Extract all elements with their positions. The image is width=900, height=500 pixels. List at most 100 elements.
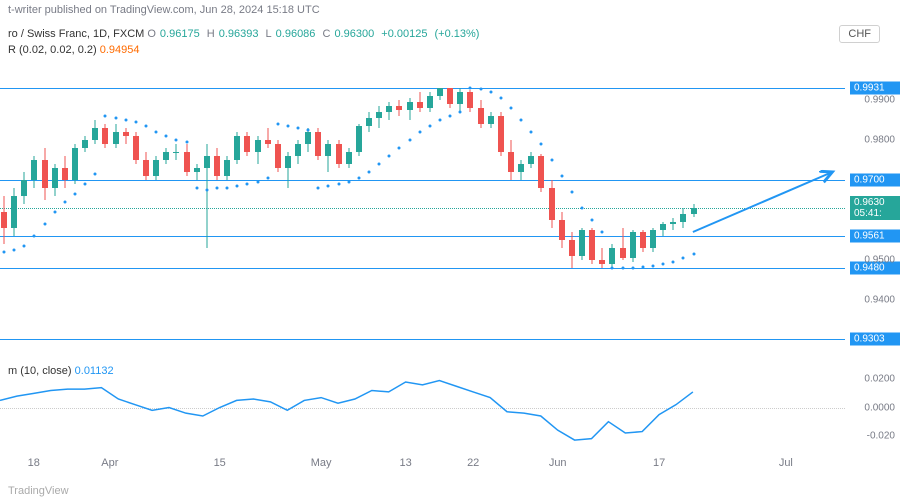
change-pct: (+0.13%) (435, 28, 480, 40)
sar-dot (510, 107, 513, 110)
sar-dot (357, 177, 360, 180)
horizontal-line (0, 236, 845, 237)
sar-dot (580, 207, 583, 210)
main-price-chart[interactable]: 0.99310.97000.95610.94800.93030.963005:4… (0, 60, 845, 360)
sar-dot (73, 193, 76, 196)
sar-dot (662, 263, 665, 266)
x-axis-label: 17 (653, 457, 665, 469)
sar-dot (266, 177, 269, 180)
publish-info: t-writer published on TradingView.com, J… (8, 4, 320, 16)
x-axis-label: 13 (399, 457, 411, 469)
x-axis-label: May (311, 457, 332, 469)
sar-dot (327, 185, 330, 188)
sar-dot (439, 119, 442, 122)
sar-dot (489, 91, 492, 94)
sar-dot (205, 189, 208, 192)
sar-dot (307, 129, 310, 132)
sar-dot (124, 119, 127, 122)
price-level-label: 0.9700 (850, 174, 900, 187)
sar-dot (479, 87, 482, 90)
sar-dot (378, 163, 381, 166)
sar-dot (530, 131, 533, 134)
sar-dot (418, 131, 421, 134)
high-value: 0.96393 (219, 28, 259, 40)
horizontal-line (0, 268, 845, 269)
price-level-label: 0.9303 (850, 332, 900, 345)
x-axis-label: Jun (549, 457, 567, 469)
sar-dot (175, 139, 178, 142)
time-axis: 18 Apr 15 May 13 22 Jun 17 Jul (0, 457, 845, 475)
sar-dot (297, 127, 300, 130)
momentum-label: m (10, close) (8, 365, 72, 377)
ticker-info: ro / Swiss Franc, 1D, FXCM O0.96175 H0.9… (8, 28, 483, 40)
sar-dot (256, 181, 259, 184)
sar-dot (185, 141, 188, 144)
horizontal-line (0, 339, 845, 340)
open-value: 0.96175 (160, 28, 200, 40)
sar-dot (459, 111, 462, 114)
y-axis-label: 0.9500 (864, 255, 895, 266)
sar-dot (682, 257, 685, 260)
sar-dot (286, 125, 289, 128)
sar-dot (33, 235, 36, 238)
chart-container: t-writer published on TradingView.com, J… (0, 0, 900, 500)
x-axis-label: Apr (101, 457, 118, 469)
x-axis-label: 22 (467, 457, 479, 469)
atr-info: R (0.02, 0.02, 0.2) 0.94954 (8, 44, 140, 56)
indicator-y-label: 0.0200 (864, 374, 895, 385)
current-price-line (0, 208, 845, 209)
current-price-label: 0.963005:41: (850, 196, 900, 220)
horizontal-line (0, 88, 845, 89)
sar-dot (601, 231, 604, 234)
y-axis-label: 0.9800 (864, 135, 895, 146)
sar-dot (347, 181, 350, 184)
sar-dot (114, 117, 117, 120)
sar-dot (550, 159, 553, 162)
sar-dot (631, 266, 634, 269)
currency-badge[interactable]: CHF (839, 25, 880, 43)
close-value: 0.96300 (334, 28, 374, 40)
low-value: 0.96086 (276, 28, 316, 40)
sar-dot (368, 171, 371, 174)
atr-label: R (0.02, 0.02, 0.2) (8, 44, 97, 56)
sar-dot (398, 147, 401, 150)
sar-dot (428, 125, 431, 128)
x-axis-label: 18 (28, 457, 40, 469)
sar-dot (226, 187, 229, 190)
indicator-y-label: 0.0000 (864, 402, 895, 413)
watermark: TradingView (8, 485, 69, 497)
sar-dot (215, 187, 218, 190)
momentum-value: 0.01132 (75, 365, 114, 377)
sar-dot (651, 264, 654, 267)
y-axis-label: 0.9900 (864, 95, 895, 106)
atr-value: 0.94954 (100, 44, 140, 56)
close-label: C (322, 28, 330, 40)
sar-dot (43, 223, 46, 226)
sar-dot (144, 125, 147, 128)
sar-dot (641, 265, 644, 268)
sar-dot (246, 183, 249, 186)
horizontal-line (0, 180, 845, 181)
sar-dot (540, 143, 543, 146)
y-axis-label: 0.9400 (864, 295, 895, 306)
sar-dot (195, 187, 198, 190)
sar-dot (3, 251, 6, 254)
sar-dot (236, 185, 239, 188)
sar-dot (13, 249, 16, 252)
sar-dot (672, 261, 675, 264)
sar-dot (317, 187, 320, 190)
change-value: +0.00125 (381, 28, 427, 40)
momentum-info: m (10, close) 0.01132 (8, 365, 114, 377)
x-axis-label: Jul (779, 457, 793, 469)
sar-dot (94, 173, 97, 176)
price-level-label: 0.9931 (850, 81, 900, 94)
x-axis-label: 15 (214, 457, 226, 469)
sar-dot (469, 86, 472, 89)
sar-dot (155, 131, 158, 134)
sar-dot (449, 115, 452, 118)
sar-dot (276, 123, 279, 126)
momentum-line (0, 381, 693, 441)
sar-dot (104, 115, 107, 118)
momentum-chart[interactable]: 0.02000.0000-0.020 (0, 365, 845, 450)
sar-dot (520, 119, 523, 122)
